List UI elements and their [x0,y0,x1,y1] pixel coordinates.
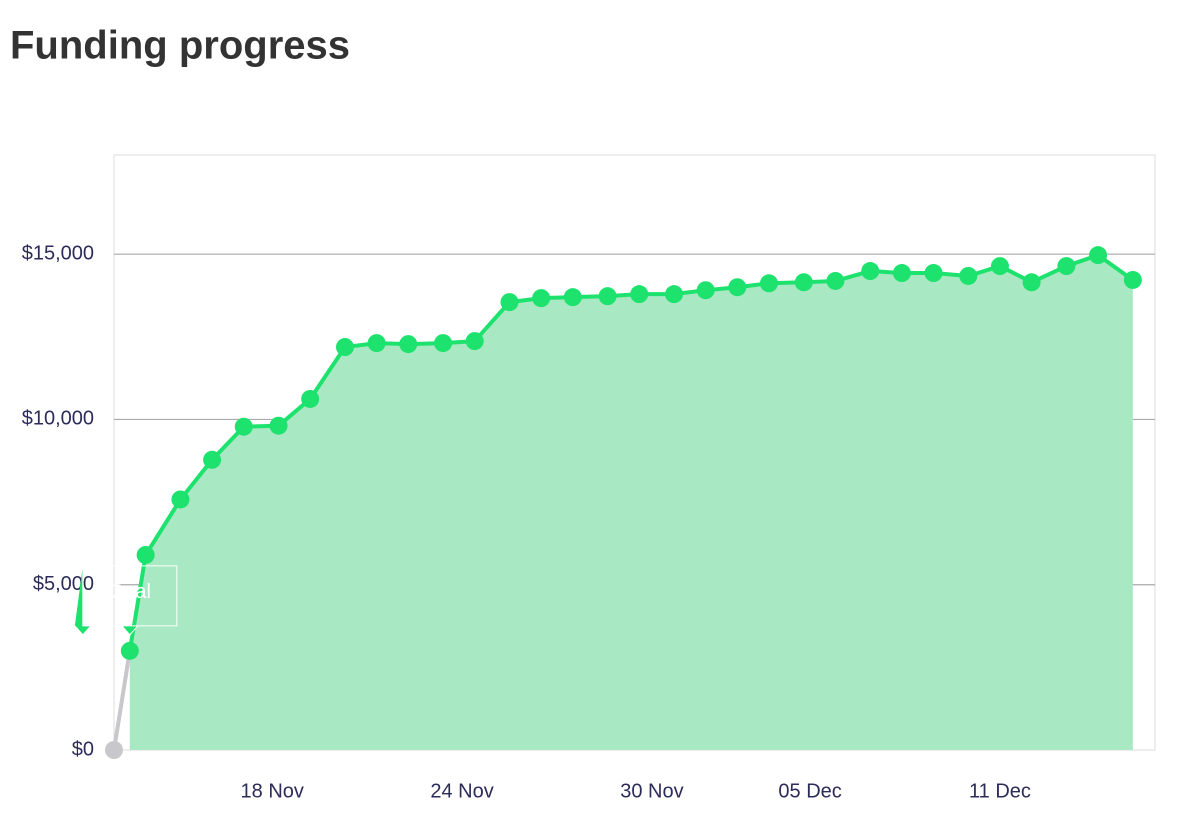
point [234,417,253,436]
point [794,273,813,292]
point [1022,273,1041,292]
point [826,271,845,290]
x-tick-label: 24 Nov [430,780,493,802]
point [598,287,617,306]
y-tick-label: $5,000 [33,573,94,595]
x-tick-label: 18 Nov [241,780,304,802]
point [120,641,139,660]
x-tick-label: 05 Dec [778,780,841,802]
point [532,289,551,308]
point [335,338,354,357]
point [1089,246,1108,265]
point [728,278,747,297]
point [269,416,288,435]
point [301,389,320,408]
goal-tooltip: Goal [74,565,178,636]
point [1123,270,1142,289]
point [434,334,453,353]
point [924,264,943,283]
point [861,262,880,281]
point [367,334,386,353]
y-tick-label: $10,000 [22,408,94,430]
point [665,285,684,304]
point [696,281,715,300]
point [136,545,155,564]
point [563,288,582,307]
point [465,332,484,351]
chart-title: Funding progress [10,24,350,68]
point [399,335,418,354]
area [129,255,1133,751]
point [759,274,778,293]
point [630,285,649,304]
point [500,293,519,312]
point [171,490,190,509]
point [990,257,1009,276]
x-tick-label: 11 Dec [969,780,1031,802]
x-tick-label: 30 Nov [620,780,683,802]
tooltip-box [74,565,178,636]
point [892,264,911,283]
point [959,266,978,285]
y-tick-label: $15,000 [22,242,94,264]
tooltip-label: Goal [109,581,151,603]
point [105,741,123,759]
start-line [112,650,132,751]
y-tick-label: $0 [72,738,94,760]
point [1057,257,1076,276]
point [203,450,222,469]
